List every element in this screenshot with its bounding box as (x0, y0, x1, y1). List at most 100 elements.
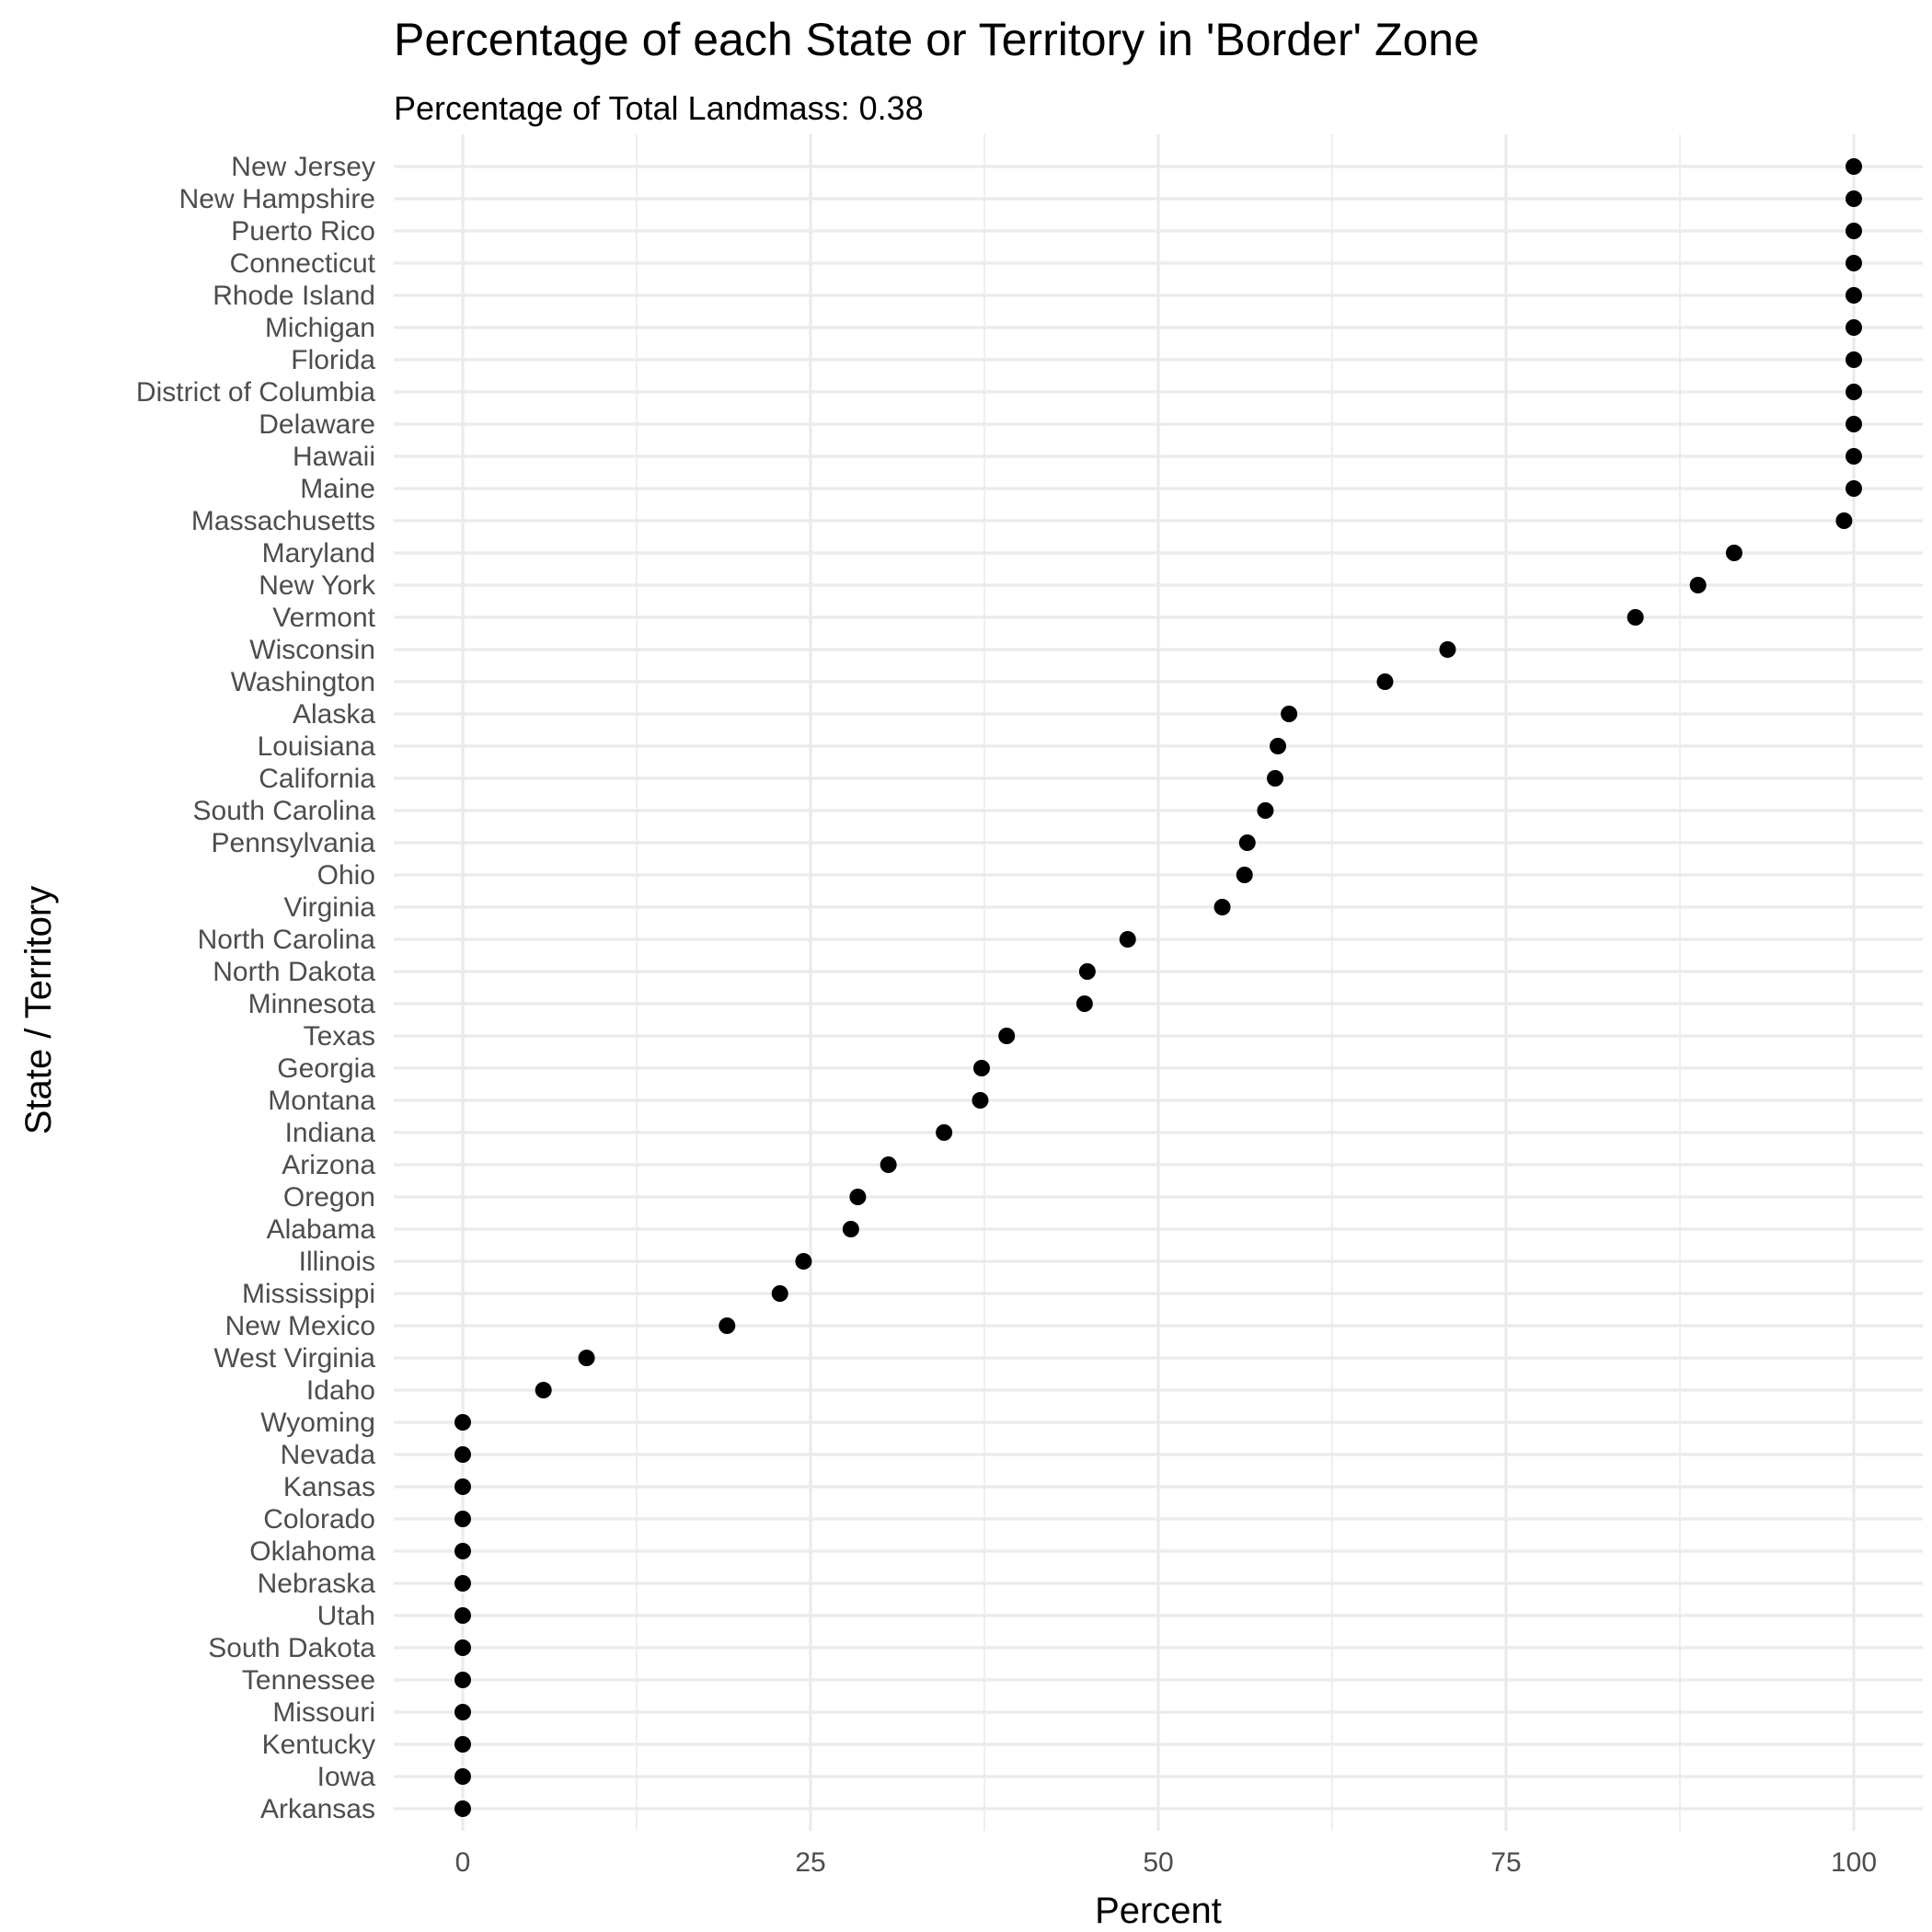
y-tick-label: Kentucky (262, 1730, 375, 1760)
data-point (1257, 802, 1274, 819)
data-point (1267, 770, 1284, 787)
y-tick-label: Alaska (293, 699, 375, 730)
data-point (972, 1060, 990, 1076)
y-tick-label: Mississippi (242, 1279, 375, 1309)
y-tick-label: Montana (268, 1086, 375, 1116)
y-tick-label: District of Columbia (136, 377, 375, 408)
y-tick-label: Hawaii (293, 442, 375, 472)
y-tick-label: Iowa (317, 1762, 376, 1792)
y-tick-label: Arkansas (260, 1794, 375, 1824)
data-point (972, 1092, 989, 1109)
data-point (1846, 384, 1862, 400)
data-point (1846, 319, 1862, 336)
data-point (1078, 963, 1096, 980)
data-point (1846, 351, 1862, 368)
data-point (842, 1221, 859, 1237)
y-tick-label: Vermont (272, 603, 375, 633)
x-tick-label: 50 (1143, 1847, 1173, 1878)
data-point (1236, 867, 1253, 883)
y-tick-label: Louisiana (258, 731, 376, 762)
data-point (1689, 577, 1707, 593)
y-tick-label: New Jersey (231, 152, 375, 182)
y-tick-label: Michigan (265, 313, 375, 343)
data-point (454, 1478, 471, 1495)
data-point (936, 1124, 953, 1141)
data-point (849, 1189, 867, 1205)
y-tick-label: Minnesota (248, 989, 376, 1019)
data-point (1270, 738, 1287, 754)
data-point (454, 1511, 471, 1527)
y-tick-label: North Carolina (198, 925, 376, 955)
data-point (454, 1607, 471, 1624)
data-points (454, 158, 1862, 1817)
y-tick-label: Ohio (317, 860, 375, 891)
y-tick-label: Oregon (283, 1182, 375, 1213)
y-tick-label: Connecticut (230, 248, 376, 279)
data-point (795, 1253, 812, 1270)
x-axis-tick-labels: 0 25 50 75 100 (455, 1847, 1877, 1878)
data-point (1725, 545, 1742, 561)
y-tick-label: Nevada (281, 1440, 376, 1470)
x-tick-label: 75 (1490, 1847, 1521, 1878)
y-tick-label: Wisconsin (249, 635, 375, 665)
y-tick-label: Arizona (282, 1150, 375, 1180)
data-point (880, 1156, 897, 1173)
y-tick-label: Indiana (285, 1118, 376, 1148)
data-point (1439, 641, 1456, 658)
y-axis-title: State / Territory (18, 886, 59, 1134)
data-point (535, 1382, 552, 1398)
y-tick-label: Kansas (283, 1472, 375, 1502)
data-point (1376, 673, 1394, 690)
chart-subtitle: Percentage of Total Landmass: 0.38 (394, 89, 924, 127)
data-point (1846, 223, 1862, 239)
x-axis-title: Percent (1095, 1891, 1222, 1931)
data-point (578, 1350, 595, 1366)
data-point (454, 1800, 471, 1817)
y-tick-label: Tennessee (242, 1665, 375, 1696)
y-tick-label: Delaware (259, 409, 375, 440)
y-tick-label: Georgia (277, 1053, 375, 1084)
data-point (454, 1704, 471, 1720)
data-point (719, 1317, 736, 1334)
data-point (454, 1543, 471, 1559)
y-tick-label: Washington (231, 667, 375, 697)
data-point (454, 1672, 471, 1688)
data-point (771, 1285, 788, 1302)
data-point (1846, 287, 1862, 304)
x-tick-label: 100 (1831, 1847, 1877, 1878)
data-point (1835, 512, 1853, 529)
data-point (454, 1768, 471, 1785)
y-tick-label: North Dakota (213, 957, 375, 987)
y-tick-label: West Virginia (213, 1343, 375, 1374)
y-tick-label: Utah (317, 1601, 375, 1631)
y-tick-label: Colorado (263, 1504, 375, 1535)
y-tick-label: Maryland (262, 538, 375, 569)
y-tick-label: Maine (300, 474, 375, 504)
data-point (1846, 190, 1862, 207)
y-tick-label: Virginia (283, 892, 375, 923)
chart-title: Percentage of each State or Territory in… (394, 14, 1479, 65)
y-tick-label: Illinois (299, 1247, 375, 1277)
y-tick-label: Puerto Rico (231, 216, 375, 247)
y-tick-label: California (259, 764, 375, 794)
data-point (1846, 480, 1862, 497)
y-tick-label: Oklahoma (249, 1536, 375, 1567)
y-tick-label: Idaho (306, 1375, 375, 1406)
y-tick-label: Massachusetts (191, 506, 375, 536)
data-point (1846, 255, 1862, 271)
x-tick-label: 25 (795, 1847, 825, 1878)
data-point (1075, 995, 1093, 1012)
data-point (1627, 609, 1644, 626)
data-point (454, 1446, 471, 1463)
data-point (1119, 931, 1136, 948)
data-point (454, 1414, 471, 1431)
y-tick-label: New Mexico (225, 1311, 375, 1341)
x-tick-label: 0 (455, 1847, 471, 1878)
data-point (1846, 448, 1862, 465)
data-point (454, 1639, 471, 1656)
y-tick-label: Wyoming (260, 1408, 375, 1438)
data-point (1846, 158, 1862, 175)
data-point (454, 1736, 471, 1753)
